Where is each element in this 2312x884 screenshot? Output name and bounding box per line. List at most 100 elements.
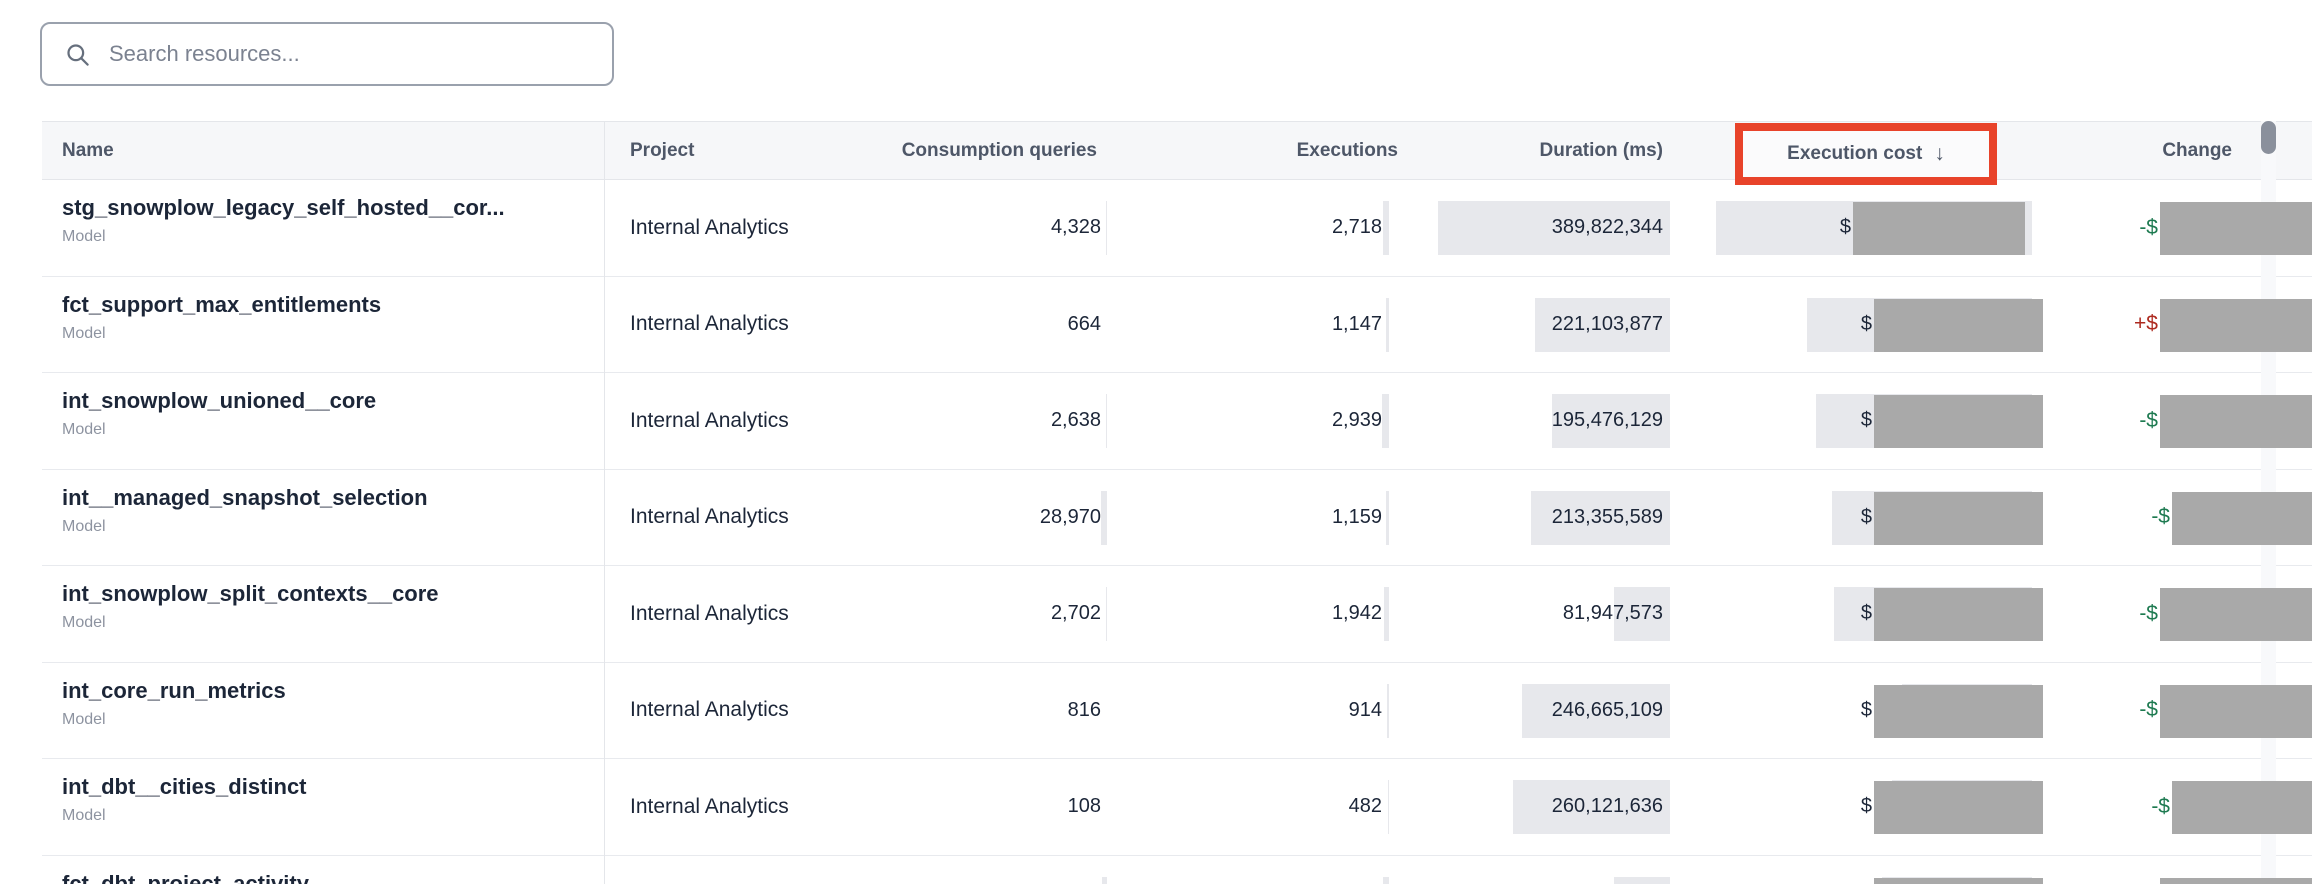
change-prefix: +$ xyxy=(2134,312,2158,336)
consumption-queries-cell: 664 xyxy=(1067,312,1101,335)
table-row[interactable]: int_snowplow_unioned__core Model Interna… xyxy=(42,373,2312,470)
duration-cell: 246,665,109 xyxy=(1330,663,1670,759)
column-header-execution-cost[interactable]: Execution cost xyxy=(1787,143,1923,164)
consumption-queries-bar xyxy=(1101,490,1107,545)
executions-cell: 914 xyxy=(1089,663,1389,759)
change-redaction-block xyxy=(2172,491,2312,545)
execution-cost-cell: $ xyxy=(1672,566,2043,662)
duration-cell: 213,355,589 xyxy=(1330,470,1670,566)
duration-bar xyxy=(1438,201,1670,255)
change-cell: -$ xyxy=(2092,470,2312,566)
column-header-change[interactable]: Change xyxy=(2162,139,2232,161)
table-row[interactable]: int_core_run_metrics Model Internal Anal… xyxy=(42,662,2312,759)
change-cell: -$ xyxy=(2092,373,2312,469)
resource-name-link[interactable]: int_core_run_metrics xyxy=(62,677,286,703)
change-redaction-block xyxy=(2160,202,2312,255)
executions-cell: 1,942 xyxy=(1089,566,1389,662)
resource-type-label: Model xyxy=(62,614,106,631)
project-cell: Internal Analytics xyxy=(630,698,789,722)
duration-bar xyxy=(1531,490,1670,545)
executions-bar xyxy=(1386,490,1389,545)
cost-currency-prefix: $ xyxy=(1839,216,1851,239)
search-box[interactable] xyxy=(40,22,614,86)
search-input[interactable] xyxy=(107,40,594,68)
table-row[interactable]: int__managed_snapshot_selection Model In… xyxy=(42,469,2312,566)
column-header-project[interactable]: Project xyxy=(630,139,695,161)
table-row[interactable]: fct_dbt_project_activity Model Internal … xyxy=(42,855,2312,884)
resource-name-link[interactable]: int__managed_snapshot_selection xyxy=(62,484,428,510)
executions-bar xyxy=(1383,201,1389,255)
resource-name-link[interactable]: fct_support_max_entitlements xyxy=(62,291,382,317)
execution-cost-highlight-box: Execution cost ↓ xyxy=(1735,123,1997,185)
table-header-row: Name Project Consumption queries Executi… xyxy=(42,121,2312,185)
executions-cell: 1,159 xyxy=(1089,470,1389,566)
consumption-queries-cell: 816 xyxy=(1067,698,1101,721)
change-prefix: -$ xyxy=(2139,698,2158,722)
resource-name-cell: int_snowplow_split_contexts__core Model xyxy=(62,566,439,675)
executions-bar xyxy=(1386,297,1389,352)
sort-descending-icon[interactable]: ↓ xyxy=(1934,142,1945,165)
table-row[interactable]: fct_support_max_entitlements Model Inter… xyxy=(42,276,2312,373)
column-header-executions[interactable]: Executions xyxy=(1296,139,1398,161)
executions-cell: 2,718 xyxy=(1089,180,1389,276)
duration-cell: 195,476,129 xyxy=(1330,373,1670,469)
resource-name-cell: fct_dbt_project_activity Model xyxy=(62,856,309,884)
table-row[interactable]: int_snowplow_split_contexts__core Model … xyxy=(42,566,2312,663)
resource-name-cell: int_snowplow_unioned__core Model xyxy=(62,373,376,482)
project-cell: Internal Analytics xyxy=(630,601,789,625)
change-prefix: -$ xyxy=(2151,505,2170,529)
consumption-queries-bar xyxy=(1102,876,1107,884)
change-cell xyxy=(2092,856,2312,884)
duration-bar xyxy=(1614,876,1670,884)
search-icon xyxy=(64,41,91,68)
consumption-queries-bar xyxy=(1106,394,1107,448)
cost-currency-prefix: $ xyxy=(1860,698,1872,721)
cost-redaction-block xyxy=(1874,298,2043,352)
resource-name-link[interactable]: fct_dbt_project_activity xyxy=(62,870,309,884)
duration-cell: 260,121,636 xyxy=(1330,759,1670,855)
duration-bar xyxy=(1614,587,1670,641)
consumption-queries-bar xyxy=(1106,201,1107,255)
resource-name-link[interactable]: int_snowplow_split_contexts__core xyxy=(62,581,439,606)
column-header-consumption-queries[interactable]: Consumption queries xyxy=(901,139,1097,161)
project-cell: Internal Analytics xyxy=(630,794,789,818)
change-redaction-block xyxy=(2160,588,2312,641)
consumption-queries-cell: 2,702 xyxy=(807,566,1107,662)
resource-name-link[interactable]: stg_snowplow_legacy_self_hosted__cor... xyxy=(62,195,505,220)
cost-currency-prefix: $ xyxy=(1860,795,1872,818)
duration-bar xyxy=(1513,780,1670,834)
table-row[interactable]: stg_snowplow_legacy_self_hosted__cor... … xyxy=(42,180,2312,277)
executions-bar xyxy=(1384,587,1389,641)
execution-cost-cell: $ xyxy=(1672,277,2043,373)
execution-cost-cell: $ xyxy=(1672,373,2043,469)
execution-cost-cell: $ xyxy=(1672,470,2043,566)
resource-name-link[interactable]: int_snowplow_unioned__core xyxy=(62,388,377,413)
resource-type-label: Model xyxy=(62,421,106,438)
execution-cost-cell: $ xyxy=(1672,663,2043,759)
consumption-queries-cell xyxy=(807,856,1107,884)
executions-cell: 2,939 xyxy=(1089,373,1389,469)
table-row[interactable]: int_dbt__cities_distinct Model Internal … xyxy=(42,759,2312,856)
cost-redaction-block xyxy=(1874,684,2043,738)
change-cell: -$ xyxy=(2092,759,2312,855)
vertical-scrollbar-thumb[interactable] xyxy=(2261,121,2276,154)
project-cell: Internal Analytics xyxy=(630,312,789,336)
change-redaction-block xyxy=(2160,684,2312,738)
consumption-queries-cell: 4,328 xyxy=(807,180,1107,276)
executions-cell xyxy=(1089,856,1389,884)
cost-currency-prefix: $ xyxy=(1860,505,1872,528)
cost-redaction-block xyxy=(1874,588,2043,641)
column-header-name[interactable]: Name xyxy=(62,139,114,161)
resource-name-link[interactable]: int_dbt__cities_distinct xyxy=(62,774,307,799)
change-cell: -$ xyxy=(2092,663,2312,759)
resource-name-cell: stg_snowplow_legacy_self_hosted__cor... … xyxy=(62,180,505,289)
duration-cell: 81,947,573 xyxy=(1330,566,1670,662)
cost-currency-prefix: $ xyxy=(1860,409,1872,432)
project-cell: Internal Analytics xyxy=(630,408,789,432)
consumption-queries-cell: 28,970 xyxy=(807,470,1107,566)
change-redaction-block xyxy=(2160,877,2312,884)
change-prefix: -$ xyxy=(2151,794,2170,818)
execution-cost-cell xyxy=(1672,856,2043,884)
resource-name-cell: fct_support_max_entitlements Model xyxy=(62,277,381,386)
column-header-duration[interactable]: Duration (ms) xyxy=(1539,139,1664,161)
